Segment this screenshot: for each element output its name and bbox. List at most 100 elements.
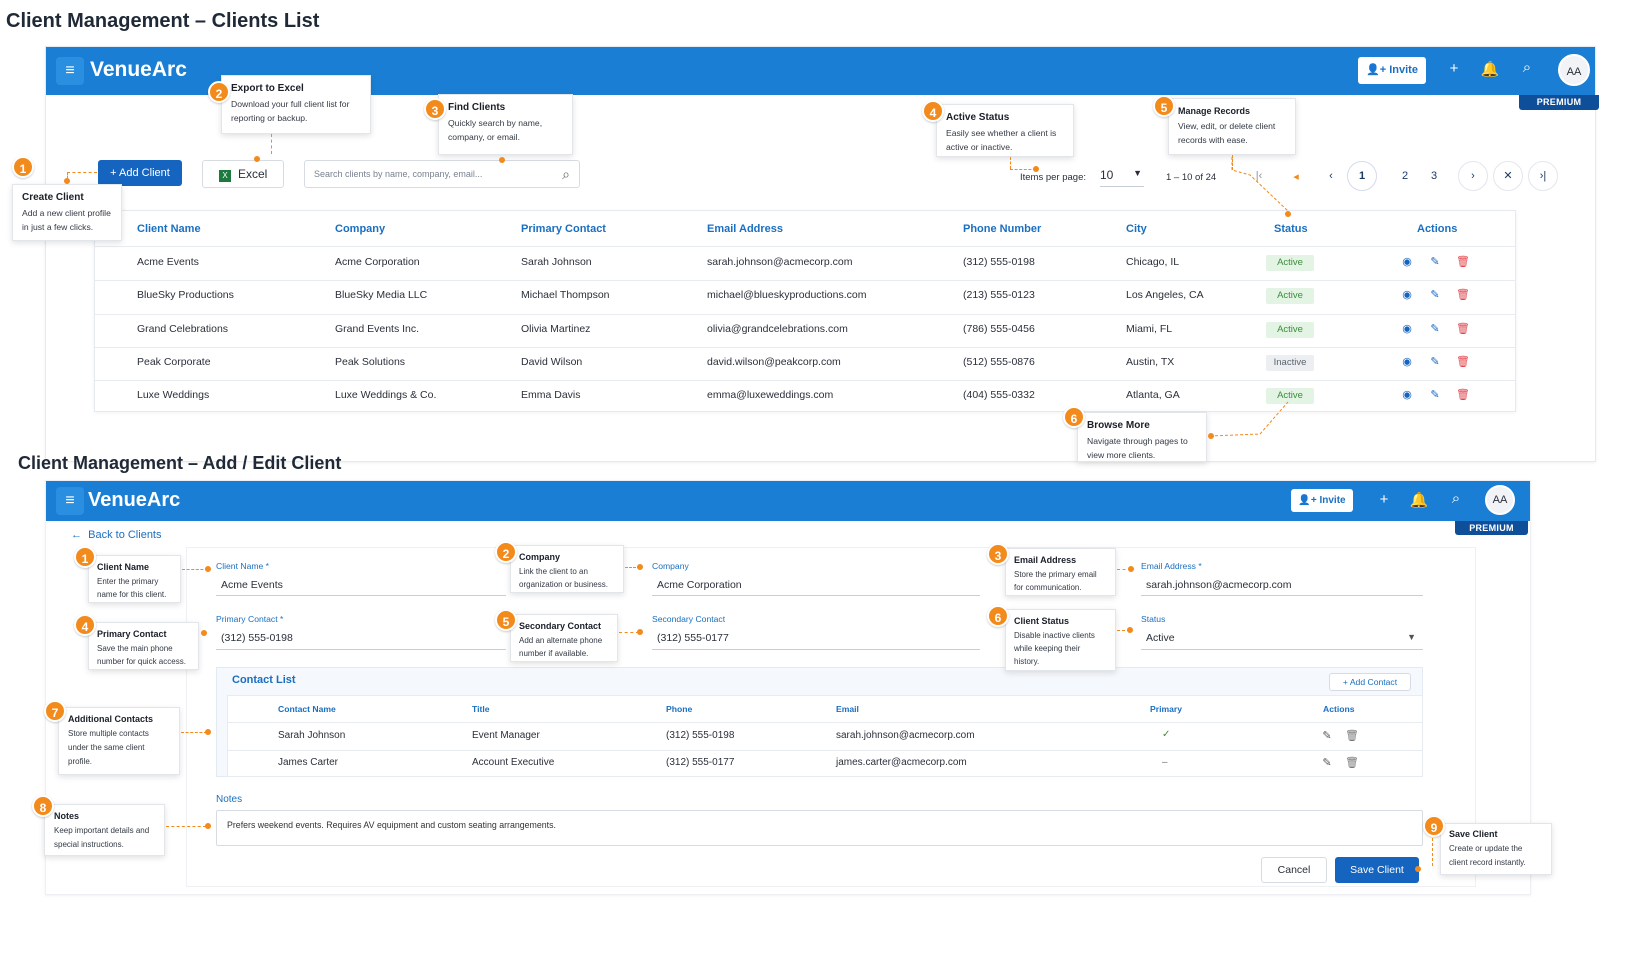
callout-desc: Save the main phone number for quick acc… <box>97 644 186 666</box>
cell-contact: David Wilson <box>521 356 583 368</box>
status-badge: Active <box>1266 388 1314 404</box>
prev-page-icon[interactable]: ‹ <box>1329 170 1333 182</box>
col-phone[interactable]: Phone Number <box>963 223 1042 235</box>
page-2-button[interactable]: 2 <box>1401 170 1409 182</box>
list-section-title: Client Management – Clients List <box>6 10 320 32</box>
add-client-button[interactable]: + Add Client <box>98 160 182 186</box>
callout-export-excel: Export to Excel Download your full clien… <box>221 75 371 134</box>
delete-icon[interactable]: 🗑 <box>1456 323 1470 335</box>
cell-city: Austin, TX <box>1126 356 1175 368</box>
edit-icon[interactable]: ✎ <box>1430 256 1440 268</box>
callout-additional-contacts: Additional Contacts Store multiple conta… <box>58 707 180 775</box>
email-input[interactable]: sarah.johnson@acmecorp.com <box>1146 579 1292 591</box>
table-row[interactable]: Sarah Johnson Event Manager (312) 555-01… <box>228 723 1422 750</box>
invite-button[interactable]: 👤+ Invite <box>1358 57 1426 84</box>
cell-email: david.wilson@peakcorp.com <box>707 356 841 368</box>
avatar[interactable]: AA <box>1485 485 1515 515</box>
items-per-page-value: 10 <box>1100 168 1114 182</box>
primary-contact-input[interactable]: (312) 555-0198 <box>221 632 293 644</box>
client-name-input[interactable]: Acme Events <box>221 579 283 591</box>
view-icon[interactable]: ◉ <box>1402 256 1412 268</box>
invite-button[interactable]: 👤+ Invite <box>1291 489 1353 512</box>
page-range: 1 – 10 of 24 <box>1166 172 1217 183</box>
add-contact-button[interactable]: + Add Contact <box>1329 673 1411 691</box>
callout-badge: 4 <box>922 100 944 122</box>
col-company[interactable]: Company <box>335 223 386 235</box>
page-1-button[interactable]: 1 <box>1347 161 1377 191</box>
view-icon[interactable]: ◉ <box>1402 389 1412 401</box>
cell-phone: (312) 555-0198 <box>666 730 735 741</box>
plus-icon[interactable]: + <box>1379 491 1389 508</box>
user-plus-icon: 👤+ <box>1366 64 1387 76</box>
col-primary-contact[interactable]: Primary Contact <box>521 223 606 235</box>
delete-icon[interactable]: 🗑 <box>1456 289 1470 301</box>
excel-button[interactable]: X Excel <box>202 160 284 188</box>
next-page-icon[interactable]: › <box>1458 161 1488 191</box>
table-row[interactable]: Peak Corporate Peak Solutions David Wils… <box>95 348 1515 381</box>
avatar[interactable]: AA <box>1558 54 1590 86</box>
delete-icon[interactable]: 🗑 <box>1456 356 1470 368</box>
first-page-icon[interactable]: |‹ <box>1255 170 1263 182</box>
add-client-label: Add Client <box>119 167 170 179</box>
cell-client-name: Grand Celebrations <box>137 323 229 335</box>
cell-phone: (213) 555-0123 <box>963 289 1035 301</box>
search-icon: ⌕ <box>562 166 570 182</box>
menu-icon[interactable]: ≡ <box>56 57 84 85</box>
secondary-contact-input[interactable]: (312) 555-0177 <box>657 632 729 644</box>
delete-icon[interactable]: 🗑 <box>1456 256 1470 268</box>
callout-title: Secondary Contact <box>519 621 602 631</box>
view-icon[interactable]: ◉ <box>1402 289 1412 301</box>
table-row[interactable]: BlueSky Productions BlueSky Media LLC Mi… <box>95 281 1515 314</box>
table-row[interactable]: James Carter Account Executive (312) 555… <box>228 751 1422 777</box>
bell-icon[interactable]: 🔔 <box>1480 61 1500 78</box>
edit-icon[interactable]: ✎ <box>1430 389 1440 401</box>
notes-textarea[interactable]: Prefers weekend events. Requires AV equi… <box>216 810 1423 846</box>
table-row[interactable]: Luxe Weddings Luxe Weddings & Co. Emma D… <box>95 381 1515 413</box>
menu-icon[interactable]: ≡ <box>56 487 84 515</box>
search-input[interactable]: Search clients by name, company, email..… <box>304 160 580 188</box>
cell-client-name: Peak Corporate <box>137 356 211 368</box>
col-client-name[interactable]: Client Name <box>137 223 201 235</box>
table-row[interactable]: Acme Events Acme Corporation Sarah Johns… <box>95 247 1515 280</box>
company-input[interactable]: Acme Corporation <box>657 579 742 591</box>
view-icon[interactable]: ◉ <box>1402 356 1412 368</box>
contacts-table: Contact Name Title Phone Email Primary A… <box>227 695 1423 777</box>
search-icon[interactable]: ⌕ <box>1451 490 1461 507</box>
close-icon[interactable]: ✕ <box>1493 161 1523 191</box>
table-row[interactable]: Grand Celebrations Grand Events Inc. Oli… <box>95 315 1515 348</box>
last-page-icon[interactable]: ›| <box>1528 161 1558 191</box>
items-per-page-select[interactable]: 10 ▼ <box>1100 168 1144 187</box>
status-select[interactable]: Active ▼ <box>1146 632 1416 644</box>
edit-icon[interactable]: ✎ <box>1322 730 1332 742</box>
col-status[interactable]: Status <box>1274 223 1308 235</box>
edit-icon[interactable]: ✎ <box>1430 289 1440 301</box>
delete-icon[interactable]: 🗑 <box>1345 730 1359 742</box>
edit-icon[interactable]: ✎ <box>1430 356 1440 368</box>
save-client-button[interactable]: Save Client <box>1335 857 1419 883</box>
col-email[interactable]: Email Address <box>707 223 784 235</box>
search-icon[interactable]: ⌕ <box>1522 59 1532 76</box>
view-icon[interactable]: ◉ <box>1402 323 1412 335</box>
edit-icon[interactable]: ✎ <box>1322 757 1332 769</box>
delete-icon[interactable]: 🗑 <box>1456 389 1470 401</box>
edit-icon[interactable]: ✎ <box>1430 323 1440 335</box>
callout-create-client: Create Client Add a new client profile i… <box>12 184 122 241</box>
col-contact-name: Contact Name <box>278 704 336 714</box>
cell-email: sarah.johnson@acmecorp.com <box>836 730 975 741</box>
col-city[interactable]: City <box>1126 223 1147 235</box>
col-actions: Actions <box>1417 223 1458 235</box>
page-3-button[interactable]: 3 <box>1430 170 1438 182</box>
edit-client-screen: ≡ VenueArc 👤+ Invite + 🔔 ⌕ AA PREMIUM ← … <box>45 480 1531 895</box>
plus-icon[interactable]: + <box>1449 60 1459 77</box>
cell-contact-name: Sarah Johnson <box>278 730 346 741</box>
callout-badge: 5 <box>495 609 517 631</box>
prev-page-arrow-icon[interactable]: ◂ <box>1293 171 1299 183</box>
bell-icon[interactable]: 🔔 <box>1409 492 1429 509</box>
delete-icon[interactable]: 🗑 <box>1345 757 1359 769</box>
callout-active-status: Active Status Easily see whether a clien… <box>936 104 1074 157</box>
cell-email: michael@blueskyproductions.com <box>707 289 867 301</box>
back-to-clients-link[interactable]: ← Back to Clients <box>71 529 162 541</box>
callout-title: Save Client <box>1449 829 1498 839</box>
col-title: Title <box>472 704 490 714</box>
cancel-button[interactable]: Cancel <box>1261 857 1327 883</box>
